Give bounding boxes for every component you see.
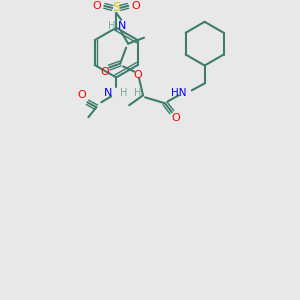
Text: H: H [120, 88, 128, 98]
Text: O: O [77, 90, 86, 100]
Text: N: N [104, 88, 112, 98]
Text: S: S [112, 2, 120, 14]
Text: O: O [92, 1, 101, 11]
Text: O: O [100, 68, 109, 77]
Text: O: O [172, 113, 180, 123]
Text: HN: HN [171, 88, 187, 98]
Text: O: O [134, 70, 142, 80]
Text: H: H [134, 88, 141, 98]
Text: O: O [132, 1, 140, 11]
Text: H: H [108, 21, 115, 31]
Text: N: N [118, 21, 126, 31]
